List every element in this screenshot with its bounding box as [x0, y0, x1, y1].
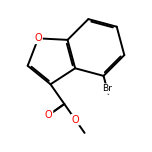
- Text: O: O: [34, 33, 42, 43]
- Text: O: O: [71, 115, 79, 125]
- Text: O: O: [45, 110, 52, 120]
- Text: Br: Br: [102, 84, 112, 93]
